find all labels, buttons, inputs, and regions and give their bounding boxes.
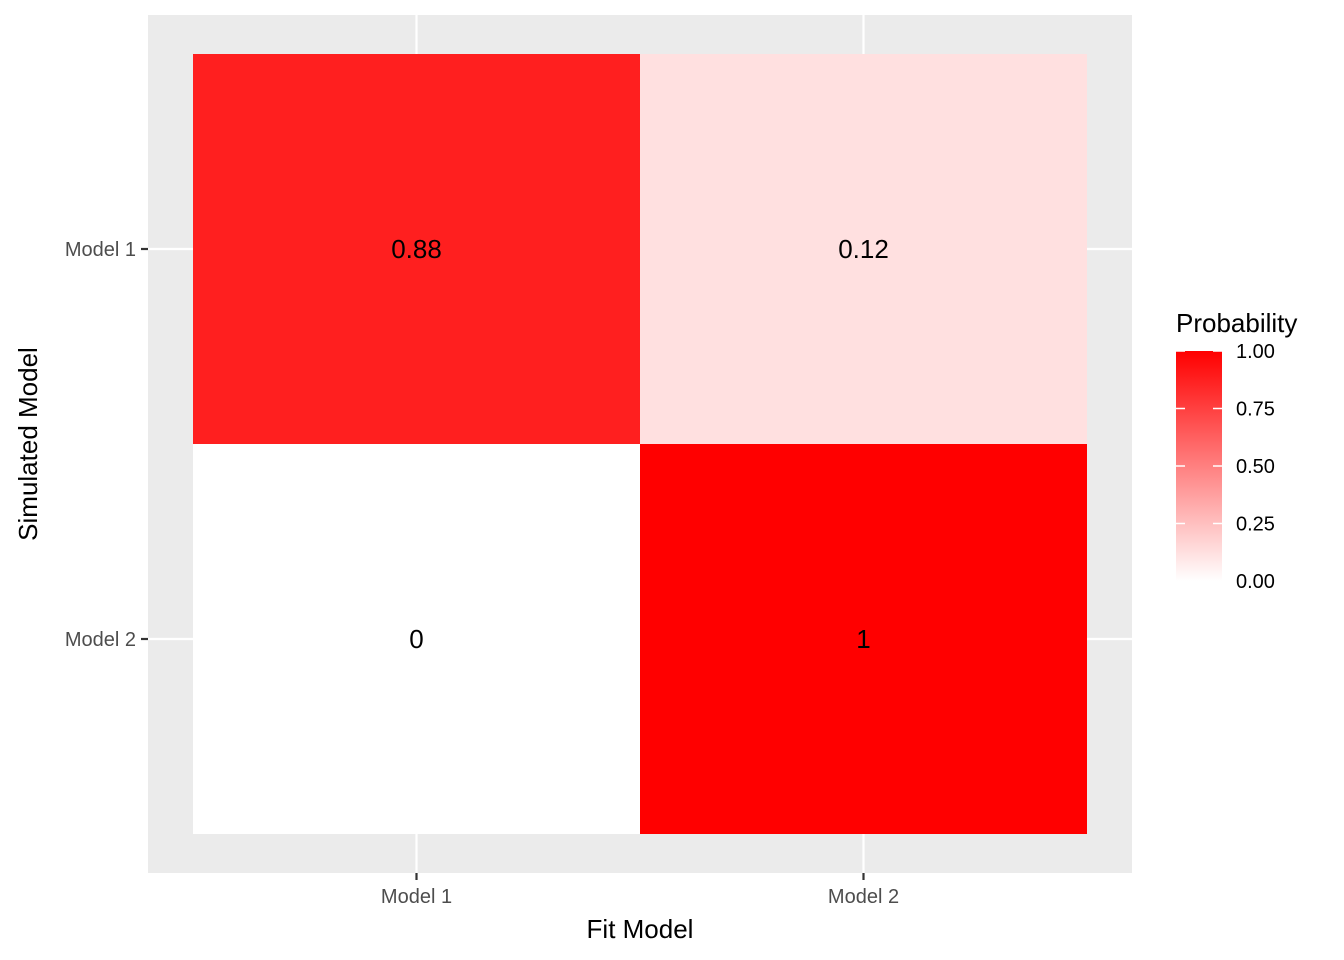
heatmap-cell [640,444,1087,834]
legend-tick-label: 0.50 [1236,456,1275,478]
cell-labels: 0.88 0.12 0 1 [391,234,889,654]
legend-tick-label: 0.00 [1236,571,1275,593]
heatmap-cell [193,444,640,834]
cell-value-label: 1 [856,624,870,654]
x-axis-title: Fit Model [587,914,694,944]
cell-value-label: 0.12 [838,234,889,264]
x-tick-label: Model 2 [828,886,899,908]
y-tick-label: Model 2 [65,629,136,651]
x-tick-label: Model 1 [381,886,452,908]
legend-tick-label: 1.00 [1236,341,1275,363]
legend-tick-label: 0.75 [1236,399,1275,421]
legend: Probability 0.00 0.25 0.50 0.75 1.00 [1176,308,1297,593]
cell-value-label: 0 [409,624,423,654]
axes: Model 1 Model 2 Model 1 Model 2 [65,239,899,908]
legend-ticks: 0.00 0.25 0.50 0.75 1.00 [1176,341,1275,593]
y-tick-label: Model 1 [65,239,136,261]
heatmap-cell [193,54,640,444]
heatmap-cell [640,54,1087,444]
legend-title: Probability [1176,308,1297,338]
heatmap-cells [193,54,1087,834]
legend-tick-label: 0.25 [1236,514,1275,536]
cell-value-label: 0.88 [391,234,442,264]
y-axis-title: Simulated Model [13,347,43,541]
